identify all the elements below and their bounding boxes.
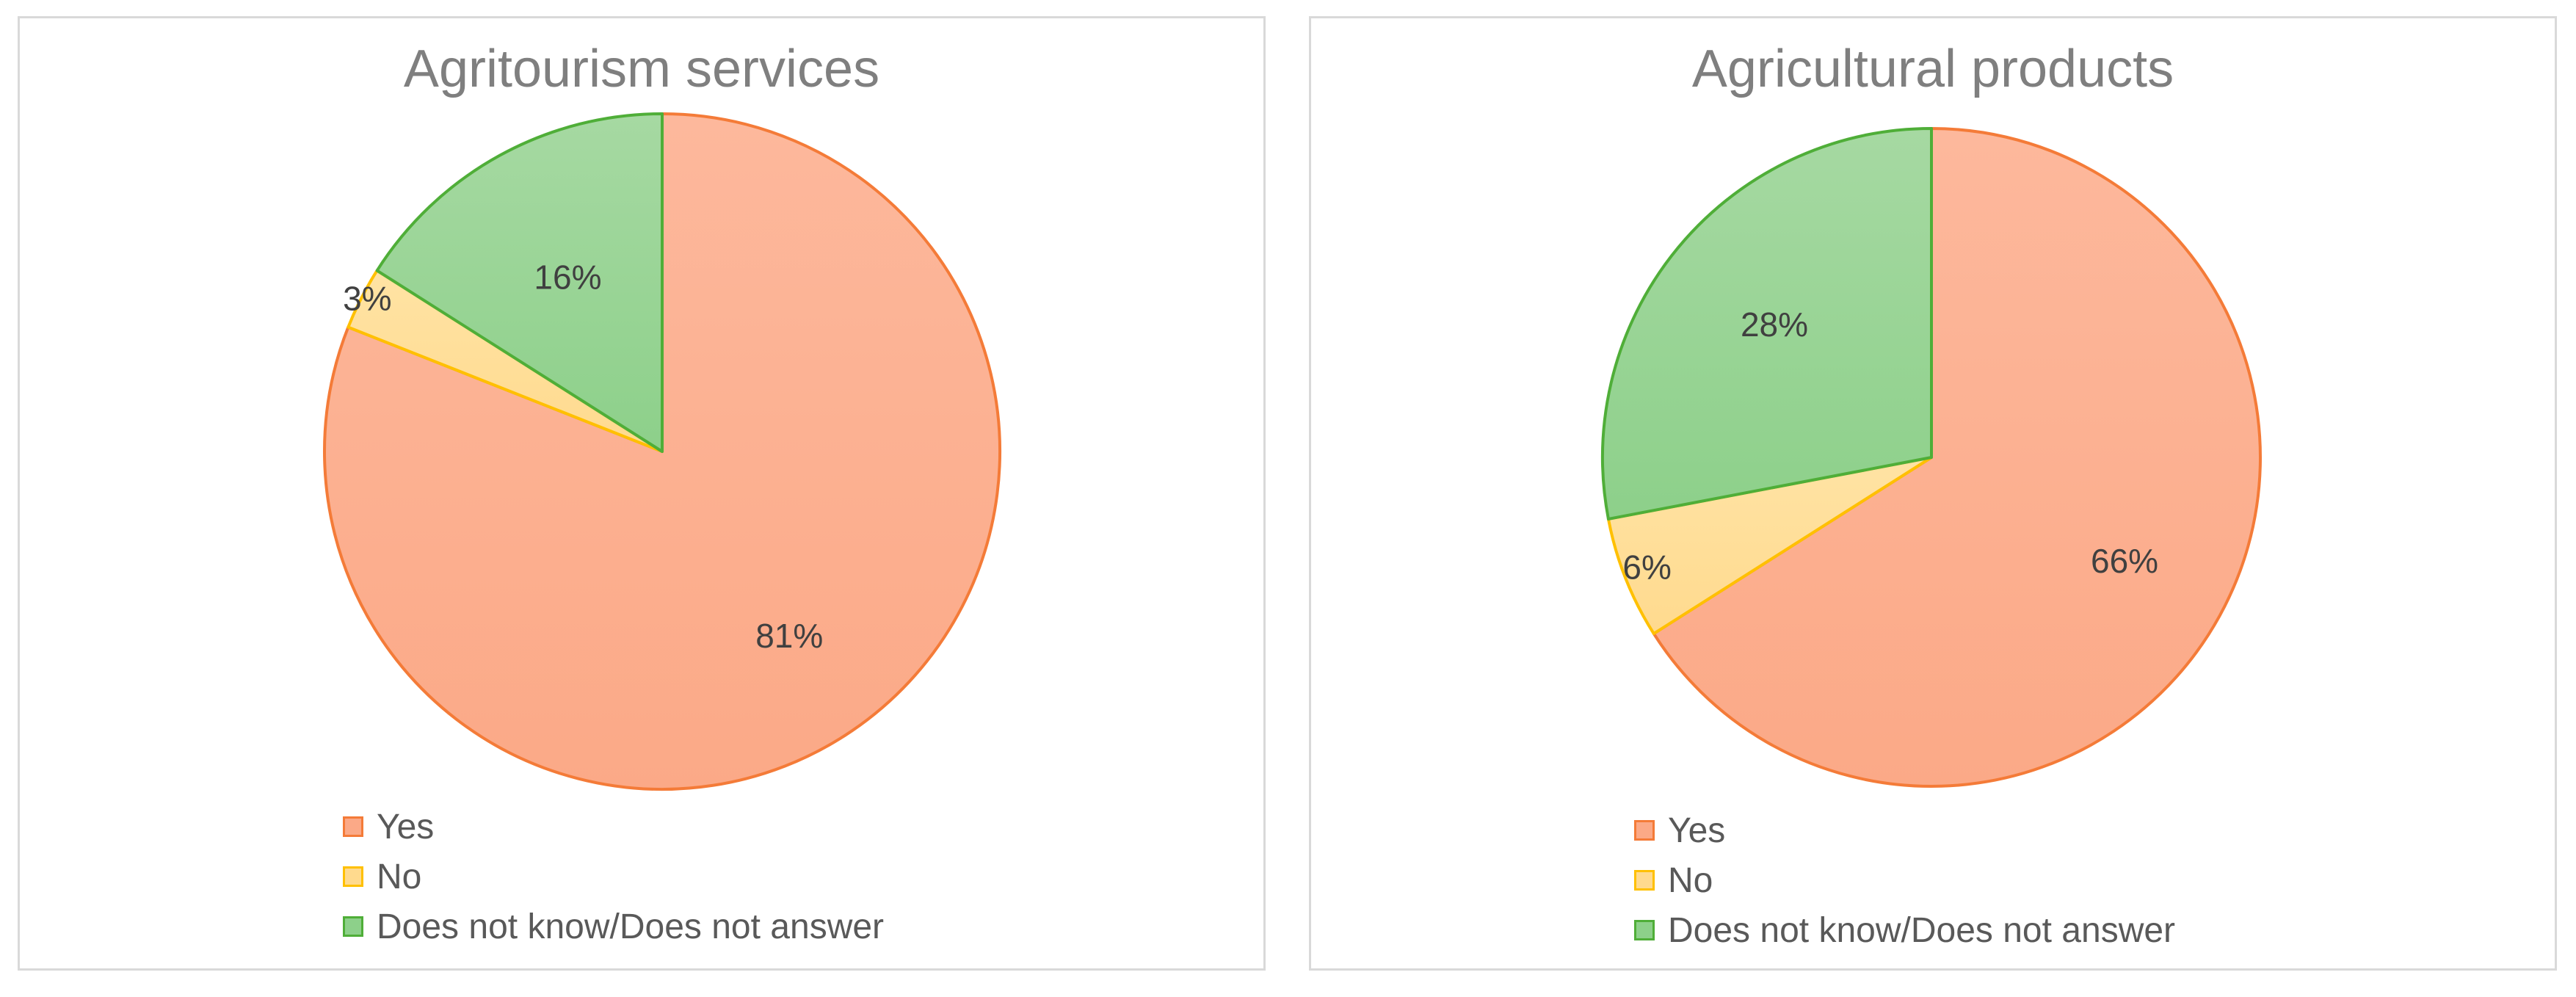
legend-label: No (377, 857, 422, 896)
legend-swatch-yes (1634, 820, 1655, 841)
legend-label: Yes (1668, 811, 1726, 850)
legend-label: Yes (377, 807, 435, 846)
data-label-dont-know: 28% (1741, 305, 1808, 344)
pie-slice-no (1606, 456, 1933, 636)
legend: Yes No Does not know/Does not answer (343, 802, 884, 951)
data-label-yes: 81% (755, 617, 823, 655)
data-label-no: 6% (1622, 548, 1671, 587)
legend-item-no: No (1634, 855, 2175, 905)
data-label-yes: 66% (2091, 542, 2158, 580)
legend-swatch-dont-know (1634, 920, 1655, 940)
legend-swatch-no (343, 866, 363, 887)
legend-swatch-yes (343, 816, 363, 837)
legend-label: No (1668, 860, 1713, 900)
pie-chart-agricultural-products: 66% 6% 28% (1601, 127, 2262, 788)
chart-panel-agricultural-products: Agricultural products 66% 6% 28% Yes No Do… (1309, 16, 2557, 971)
pie-slice-dont-know (375, 112, 664, 453)
legend-item-no: No (343, 852, 884, 902)
legend-item-dont-know: Does not know/Does not answer (1634, 905, 2175, 955)
data-label-no: 3% (343, 279, 391, 317)
pie-chart-agritourism: 81% 3% 16% (323, 112, 1001, 791)
pie-slice-yes (1652, 127, 2262, 788)
chart-title: Agritourism services (403, 40, 880, 98)
legend-item-yes: Yes (1634, 805, 2175, 855)
legend-label: Does not know/Does not answer (1668, 910, 2176, 950)
chart-panel-agritourism: Agritourism services 81% 3% 16% Yes No Doe… (18, 16, 1266, 971)
legend-label: Does not know/Does not answer (377, 907, 885, 946)
legend-item-dont-know: Does not know/Does not answer (343, 902, 884, 951)
legend-item-yes: Yes (343, 802, 884, 852)
legend-swatch-dont-know (343, 916, 363, 937)
chart-title: Agricultural products (1691, 40, 2174, 98)
pie-slice-dont-know (1601, 127, 1933, 521)
data-label-dont-know: 16% (534, 258, 601, 296)
legend: Yes No Does not know/Does not answer (1634, 805, 2175, 955)
legend-swatch-no (1634, 870, 1655, 891)
